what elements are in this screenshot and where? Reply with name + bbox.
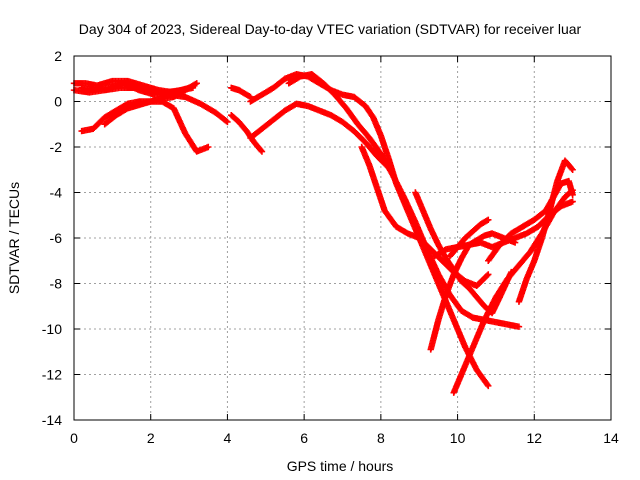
series-16: [450, 187, 576, 396]
data-point-marker: [223, 117, 230, 125]
data-point-marker: [484, 381, 491, 388]
chart-title: Day 304 of 2023, Sidereal Day-to-day VTE…: [79, 21, 582, 37]
y-axis-label: SDTVAR / TECUs: [6, 182, 22, 294]
y-tick-label: -14: [42, 412, 62, 428]
data-point-marker: [258, 148, 266, 155]
data-point-marker: [515, 323, 523, 330]
x-tick-label: 14: [603, 430, 619, 446]
y-tick-label: -4: [50, 185, 63, 201]
data-point-marker: [485, 271, 492, 278]
x-tick-label: 2: [147, 430, 155, 446]
series-10: [285, 71, 523, 330]
y-tick-label: -6: [50, 230, 63, 246]
x-tick-label: 10: [450, 430, 466, 446]
x-tick-label: 12: [526, 430, 542, 446]
x-tick-label: 6: [300, 430, 308, 446]
grid: [74, 56, 611, 420]
data-point-marker: [568, 165, 575, 172]
y-tick-label: 0: [54, 94, 62, 110]
data-point-marker: [193, 80, 200, 87]
y-tick-label: -10: [42, 321, 62, 337]
data-point-marker: [257, 147, 265, 154]
x-tick-label: 0: [70, 430, 78, 446]
y-tick-label: -8: [50, 276, 63, 292]
data-point-marker: [569, 198, 576, 205]
data-point-marker: [485, 382, 492, 390]
data-point-marker: [485, 216, 492, 223]
x-tick-label: 4: [224, 430, 232, 446]
data-point-marker: [224, 118, 231, 126]
series-18: [515, 157, 576, 305]
series-9: [247, 71, 492, 390]
data-points: [70, 71, 576, 396]
y-tick-label: 2: [54, 48, 62, 64]
data-point-marker: [185, 84, 193, 92]
series-3: [78, 80, 231, 126]
x-tick-label: 8: [377, 430, 385, 446]
data-point-marker: [569, 166, 576, 173]
data-point-marker: [205, 143, 212, 151]
x-axis-label: GPS time / hours: [287, 458, 394, 474]
y-tick-label: -2: [50, 139, 63, 155]
y-tick-label: -12: [42, 367, 62, 383]
series-5: [101, 84, 193, 128]
series-4: [78, 98, 212, 155]
series-6: [228, 84, 254, 101]
axis-ticks: 0 2 4 6 8 10 12 14 -14 -12 -10 -8 -6 -4 -2 0 2: [42, 48, 619, 446]
data-point-marker: [569, 191, 576, 198]
data-point-marker: [484, 272, 491, 279]
series-15: [446, 216, 492, 260]
